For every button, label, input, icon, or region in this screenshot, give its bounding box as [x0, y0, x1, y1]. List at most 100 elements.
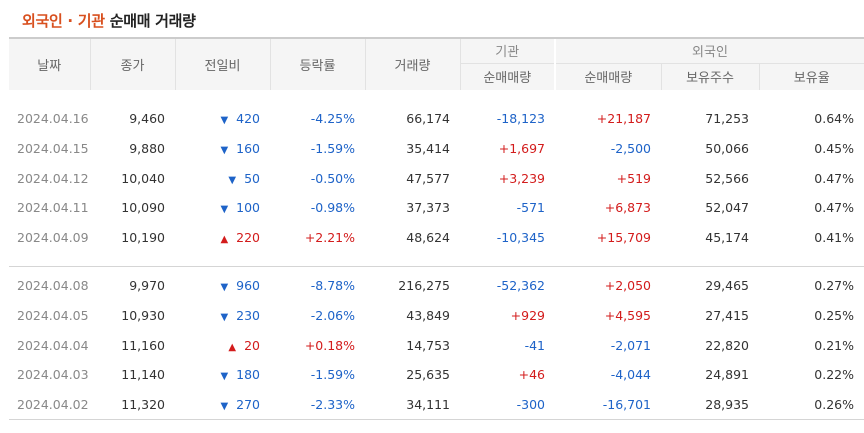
cell-holding-ratio: 0.22%: [814, 367, 854, 383]
cell-foreign-net: -16,701: [602, 396, 651, 412]
up-arrow-icon: ▲: [228, 341, 237, 353]
cell-date: 2024.04.12: [17, 170, 89, 186]
cell-rate: -0.50%: [310, 170, 355, 186]
cell-close: 10,930: [121, 307, 165, 323]
table-row: 2024.04.11 10,090 ▼ 100 -0.98% 37,373 -571 +6,8…: [9, 193, 864, 223]
cell-foreign-net: +6,873: [604, 200, 651, 216]
cell-volume: 43,849: [406, 307, 450, 323]
header-holdings: 보유주수: [660, 62, 759, 90]
cell-change: ▼ 160: [175, 134, 270, 164]
change-value: 160: [236, 141, 260, 157]
down-arrow-icon: ▼: [220, 400, 229, 412]
cell-rate: -0.98%: [310, 200, 355, 216]
change-value: 50: [244, 170, 260, 186]
cell-rate: -8.78%: [310, 278, 355, 294]
cell-inst-net: -52,362: [496, 278, 545, 294]
cell-rate: -1.59%: [310, 367, 355, 383]
cell-date: 2024.04.08: [17, 278, 89, 294]
header-institution-group: 기관: [459, 37, 555, 63]
down-arrow-icon: ▼: [228, 174, 237, 186]
change-value: 220: [236, 230, 260, 246]
table-row: 2024.04.15 9,880 ▼ 160 -1.59% 35,414 +1,697 -2,…: [9, 134, 864, 164]
table-row: 2024.04.08 9,970 ▼ 960 -8.78% 216,275 -52,362 +…: [9, 271, 864, 301]
cell-change: ▼ 270: [175, 390, 270, 420]
cell-holding-ratio: 0.45%: [814, 141, 854, 157]
cell-foreign-net: -2,500: [610, 141, 651, 157]
cell-rate: -4.25%: [310, 111, 355, 127]
section-title-accent: 외국인 · 기관: [22, 12, 105, 30]
cell-change: ▼ 230: [175, 301, 270, 331]
table-bottom-border: [9, 419, 864, 420]
cell-rate: +2.21%: [304, 230, 355, 246]
cell-volume: 66,174: [406, 111, 450, 127]
cell-rate: -2.06%: [310, 307, 355, 323]
cell-rate: -1.59%: [310, 141, 355, 157]
cell-change: ▼ 50: [175, 163, 270, 193]
table-row: 2024.04.04 11,160 ▲ 20 +0.18% 14,753 -41 -2,071…: [9, 330, 864, 360]
cell-volume: 25,635: [406, 367, 450, 383]
up-arrow-icon: ▲: [220, 234, 229, 246]
table-row: 2024.04.12 10,040 ▼ 50 -0.50% 47,577 +3,239 +51…: [9, 163, 864, 193]
cell-date: 2024.04.09: [17, 230, 89, 246]
cell-foreign-net: +519: [616, 170, 651, 186]
cell-change: ▲ 20: [175, 330, 270, 360]
cell-holdings: 24,891: [705, 367, 749, 383]
header-holding-ratio: 보유율: [758, 62, 864, 90]
cell-change: ▼ 420: [175, 104, 270, 134]
cell-inst-net: +46: [518, 367, 545, 383]
cell-close: 11,320: [121, 396, 165, 412]
table-header: 날짜 종가 전일비 등락률 거래량 기관 외국인 순매매량 순매매량 보유주수 …: [9, 37, 864, 90]
table-row: 2024.04.16 9,460 ▼ 420 -4.25% 66,174 -18,123 +2…: [9, 104, 864, 134]
header-change: 전일비: [174, 37, 270, 90]
cell-holding-ratio: 0.41%: [814, 230, 854, 246]
cell-holdings: 22,820: [705, 337, 749, 353]
cell-holdings: 52,566: [705, 170, 749, 186]
cell-volume: 37,373: [406, 200, 450, 216]
cell-date: 2024.04.11: [17, 200, 89, 216]
cell-close: 9,880: [129, 141, 165, 157]
down-arrow-icon: ▼: [220, 282, 229, 294]
table-row: 2024.04.03 11,140 ▼ 180 -1.59% 25,635 +46 -4,04…: [9, 360, 864, 390]
header-foreign-net: 순매매량: [554, 62, 661, 90]
cell-holdings: 71,253: [705, 111, 749, 127]
down-arrow-icon: ▼: [220, 371, 229, 383]
change-value: 270: [236, 396, 260, 412]
cell-date: 2024.04.16: [17, 111, 89, 127]
cell-change: ▲ 220: [175, 223, 270, 253]
cell-close: 10,190: [121, 230, 165, 246]
cell-foreign-net: -2,071: [610, 337, 651, 353]
cell-volume: 35,414: [406, 141, 450, 157]
change-value: 20: [244, 337, 260, 353]
cell-inst-net: -41: [524, 337, 545, 353]
cell-holding-ratio: 0.21%: [814, 337, 854, 353]
header-foreign-group: 외국인: [554, 37, 864, 63]
cell-rate: +0.18%: [304, 337, 355, 353]
cell-holding-ratio: 0.47%: [814, 170, 854, 186]
cell-inst-net: -18,123: [496, 111, 545, 127]
table-row: 2024.04.05 10,930 ▼ 230 -2.06% 43,849 +929 +4,5…: [9, 301, 864, 331]
table-row: 2024.04.09 10,190 ▲ 220 +2.21% 48,624 -10,345 +…: [9, 223, 864, 253]
cell-holding-ratio: 0.64%: [814, 111, 854, 127]
cell-holdings: 28,935: [705, 396, 749, 412]
cell-close: 9,970: [129, 278, 165, 294]
section-title: 외국인 · 기관 순매매 거래량: [22, 10, 196, 31]
cell-date: 2024.04.02: [17, 396, 89, 412]
cell-volume: 34,111: [406, 396, 450, 412]
cell-change: ▼ 960: [175, 271, 270, 301]
cell-holding-ratio: 0.27%: [814, 278, 854, 294]
cell-holding-ratio: 0.47%: [814, 200, 854, 216]
down-arrow-icon: ▼: [220, 204, 229, 216]
cell-foreign-net: +15,709: [596, 230, 651, 246]
down-arrow-icon: ▼: [220, 115, 229, 127]
cell-close: 9,460: [129, 111, 165, 127]
cell-volume: 216,275: [398, 278, 450, 294]
cell-holdings: 45,174: [705, 230, 749, 246]
cell-change: ▼ 180: [175, 360, 270, 390]
cell-volume: 48,624: [406, 230, 450, 246]
cell-close: 11,140: [121, 367, 165, 383]
cell-close: 11,160: [121, 337, 165, 353]
cell-date: 2024.04.15: [17, 141, 89, 157]
section-title-rest: 순매매 거래량: [109, 12, 196, 30]
cell-rate: -2.33%: [310, 396, 355, 412]
change-value: 230: [236, 307, 260, 323]
